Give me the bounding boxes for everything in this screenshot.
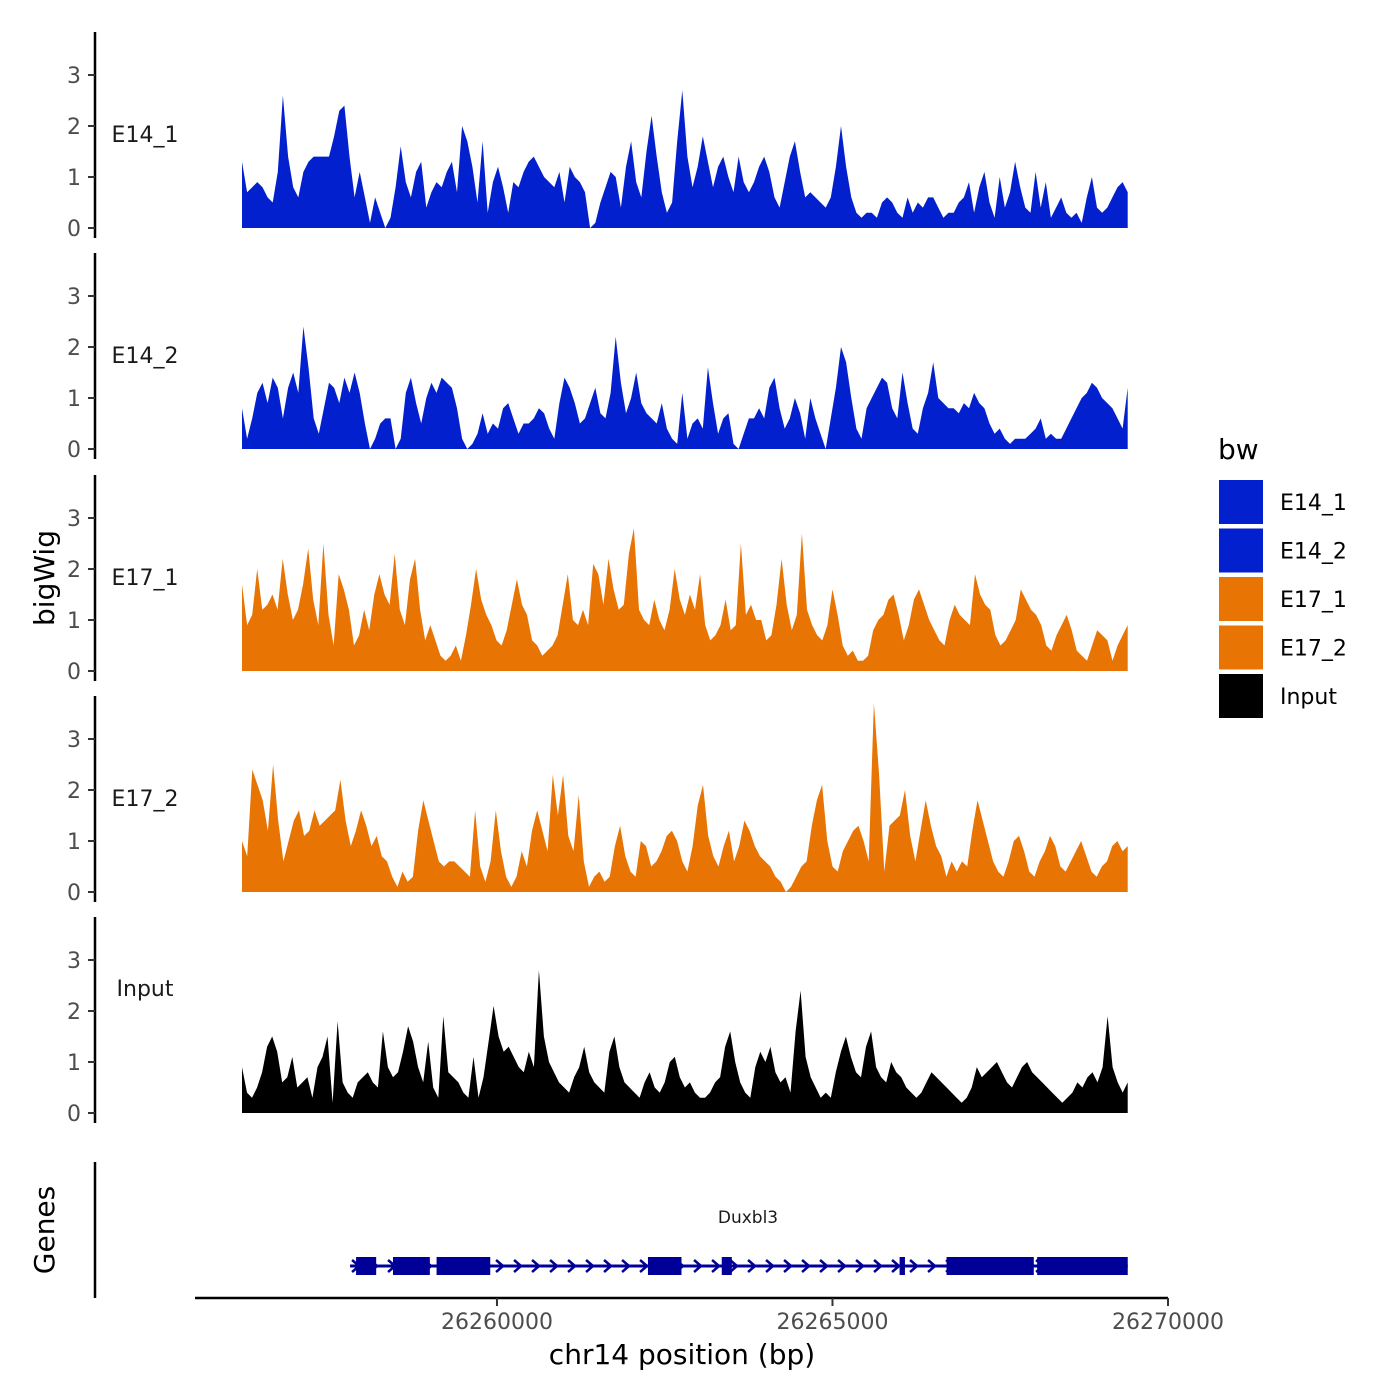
track-e14_1: 0 1 2 3 E14_1: [67, 32, 1128, 242]
strand-arrow: [765, 1259, 775, 1273]
signal-area: [242, 326, 1128, 449]
legend: bw E14_1 E14_2 E17_1 E17_2 Input: [1218, 433, 1347, 718]
legend-swatch: [1219, 577, 1263, 621]
strand-arrow: [585, 1259, 595, 1273]
legend-item-e17_1: E17_1: [1219, 577, 1347, 621]
legend-label: E17_2: [1280, 637, 1347, 662]
y-tick-label: 3: [67, 285, 81, 310]
strand-arrow: [567, 1259, 577, 1273]
legend-swatch: [1219, 528, 1263, 573]
signal-area: [242, 970, 1128, 1113]
track-e17_2: 0 1 2 3 E17_2: [67, 696, 1128, 906]
exon: [392, 1257, 430, 1275]
strand-arrow: [747, 1259, 757, 1273]
strand-arrow: [495, 1259, 505, 1273]
strand-arrow: [891, 1259, 901, 1273]
track-label: E14_1: [112, 123, 179, 148]
strand-arrow: [927, 1259, 937, 1273]
track-input: 0 1 2 3 Input: [67, 917, 1128, 1127]
legend-swatch: [1219, 674, 1263, 718]
y-tick-label: 2: [67, 115, 81, 140]
strand-arrow: [909, 1259, 919, 1273]
track-label: E17_1: [112, 566, 179, 591]
strand-arrow: [711, 1259, 721, 1273]
legend-label: E14_2: [1280, 540, 1347, 565]
strand-arrow: [819, 1259, 829, 1273]
y-axis-title: bigWig: [28, 530, 61, 626]
legend-item-e17_2: E17_2: [1219, 625, 1347, 670]
signal-area: [242, 90, 1128, 228]
strand-arrow: [729, 1259, 739, 1273]
legend-item-e14_2: E14_2: [1219, 528, 1347, 573]
gene-track: Duxbl3: [93, 1162, 1128, 1298]
legend-label: E17_1: [1280, 588, 1347, 613]
exon: [356, 1257, 377, 1275]
x-axis: 26260000 26265000 26270000: [195, 1296, 1224, 1335]
strand-arrow: [801, 1259, 811, 1273]
y-tick-label: 0: [67, 881, 81, 906]
legend-label: Input: [1280, 685, 1337, 710]
track-label: Input: [117, 977, 174, 1002]
y-tick-label: 3: [67, 64, 81, 89]
y-tick-label: 0: [67, 1102, 81, 1127]
x-tick-label: 26260000: [441, 1310, 553, 1335]
strand-arrow: [783, 1259, 793, 1273]
y-tick-label: 2: [67, 558, 81, 583]
strand-arrow: [549, 1259, 559, 1273]
genes-axis-title: Genes: [28, 1186, 61, 1274]
track-label: E17_2: [112, 787, 179, 812]
strand-arrow: [639, 1259, 649, 1273]
strand-arrow: [873, 1259, 883, 1273]
track-e17_1: 0 1 2 3 E17_1: [67, 475, 1128, 685]
legend-label: E14_1: [1280, 491, 1347, 516]
exon: [436, 1257, 491, 1275]
y-tick-label: 2: [67, 1000, 81, 1025]
strand-arrow: [603, 1259, 613, 1273]
strand-arrow: [837, 1259, 847, 1273]
y-tick-label: 3: [67, 949, 81, 974]
legend-swatch: [1219, 625, 1263, 670]
y-tick-label: 3: [67, 728, 81, 753]
y-tick-label: 1: [67, 830, 81, 855]
exon: [899, 1257, 905, 1275]
gene-name-label: Duxbl3: [718, 1208, 778, 1228]
signal-area: [242, 703, 1128, 892]
y-tick-label: 1: [67, 166, 81, 191]
x-tick-label: 26270000: [1112, 1310, 1224, 1335]
legend-item-e14_1: E14_1: [1219, 480, 1347, 524]
exon: [647, 1257, 682, 1275]
y-tick-label: 0: [67, 217, 81, 242]
y-tick-label: 1: [67, 609, 81, 634]
y-tick-label: 1: [67, 1051, 81, 1076]
y-tick-label: 0: [67, 660, 81, 685]
strand-arrow: [531, 1259, 541, 1273]
signal-area: [242, 528, 1128, 671]
legend-swatch: [1219, 480, 1263, 524]
track-label: E14_2: [112, 344, 179, 369]
bigwig-tracks: 0 1 2 3 E14_1 0 1 2 3 E14_2 0 1 2 3 E17_1 0 1 2 3 E17_2 0 1 2 3…: [67, 32, 1128, 1127]
y-tick-label: 3: [67, 507, 81, 532]
y-tick-label: 1: [67, 387, 81, 412]
legend-item-input: Input: [1219, 674, 1337, 718]
strand-arrow: [693, 1259, 703, 1273]
x-tick-label: 26265000: [776, 1310, 888, 1335]
strand-arrow: [855, 1259, 865, 1273]
y-tick-label: 2: [67, 779, 81, 804]
exon: [721, 1257, 732, 1275]
track-e14_2: 0 1 2 3 E14_2: [67, 253, 1128, 463]
strand-arrow: [513, 1259, 523, 1273]
legend-title: bw: [1218, 433, 1259, 466]
exon: [946, 1257, 1034, 1275]
y-tick-label: 0: [67, 438, 81, 463]
x-axis-title: chr14 position (bp): [549, 1338, 815, 1371]
y-tick-label: 2: [67, 336, 81, 361]
exon: [1037, 1257, 1128, 1275]
strand-arrow: [621, 1259, 631, 1273]
